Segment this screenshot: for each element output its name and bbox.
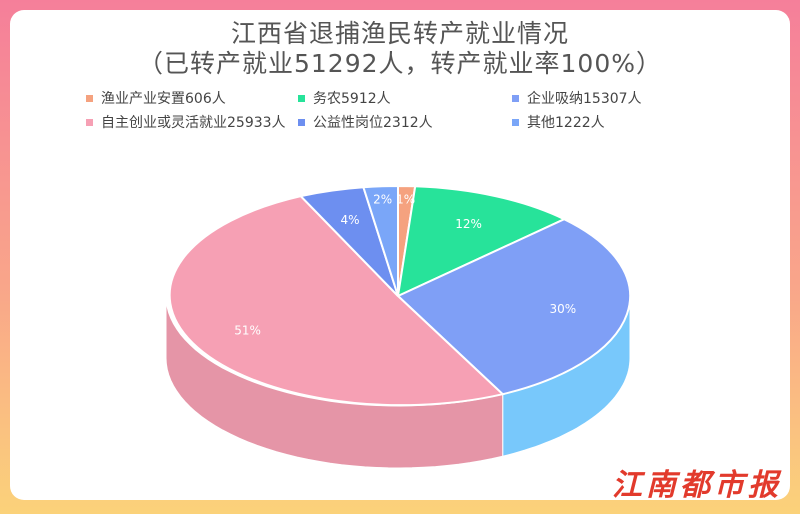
pie-slice-其他1222人[interactable]: [362, 184, 399, 297]
chart-title: 江西省退捕渔民转产就业情况: [230, 19, 569, 48]
pie-slice-自主创业或灵活就业25933人[interactable]: [168, 194, 505, 407]
legend-item-public-welfare[interactable]: 公益性岗位2312人: [298, 112, 433, 132]
pie-slice-企业吸纳15307人[interactable]: [396, 218, 632, 396]
pie-top: [168, 184, 632, 407]
legend-label: 其他1222人: [527, 115, 605, 131]
pie-pct-label: 4%: [340, 213, 359, 227]
pie-pct-label: 2%: [373, 193, 392, 207]
legend-item-farming[interactable]: 务农5912人: [298, 88, 391, 108]
legend-swatch: [512, 118, 519, 126]
pie-pct-label: 1%: [396, 192, 415, 206]
legend-swatch: [298, 118, 305, 126]
legend-swatch: [86, 118, 93, 126]
chart-subtitle: （已转产就业51292人，转产就业率100%）: [137, 49, 662, 78]
legend-item-other[interactable]: 其他1222人: [512, 112, 605, 132]
legend-label: 企业吸纳15307人: [527, 91, 642, 107]
legend-swatch: [512, 94, 519, 102]
legend-item-enterprise[interactable]: 企业吸纳15307人: [512, 88, 642, 108]
legend-swatch: [86, 94, 93, 102]
legend-swatch: [298, 94, 305, 102]
legend-label: 自主创业或灵活就业25933人: [101, 115, 286, 131]
legend-item-self-employed[interactable]: 自主创业或灵活就业25933人: [86, 112, 286, 132]
legend-item-fishery[interactable]: 渔业产业安置606人: [86, 88, 226, 108]
legend-label: 公益性岗位2312人: [313, 115, 433, 131]
legend-label: 务农5912人: [313, 91, 391, 107]
pie-pct-label: 12%: [455, 217, 482, 231]
brand-logo: 江南都市报: [612, 468, 782, 503]
pie-pct-label: 51%: [234, 324, 261, 338]
legend-label: 渔业产业安置606人: [101, 91, 226, 107]
pie-pct-label: 30%: [549, 302, 576, 316]
pie-side-自主创业或灵活就业25933人: [165, 295, 504, 469]
pie-slice-务农5912人[interactable]: [396, 185, 567, 298]
